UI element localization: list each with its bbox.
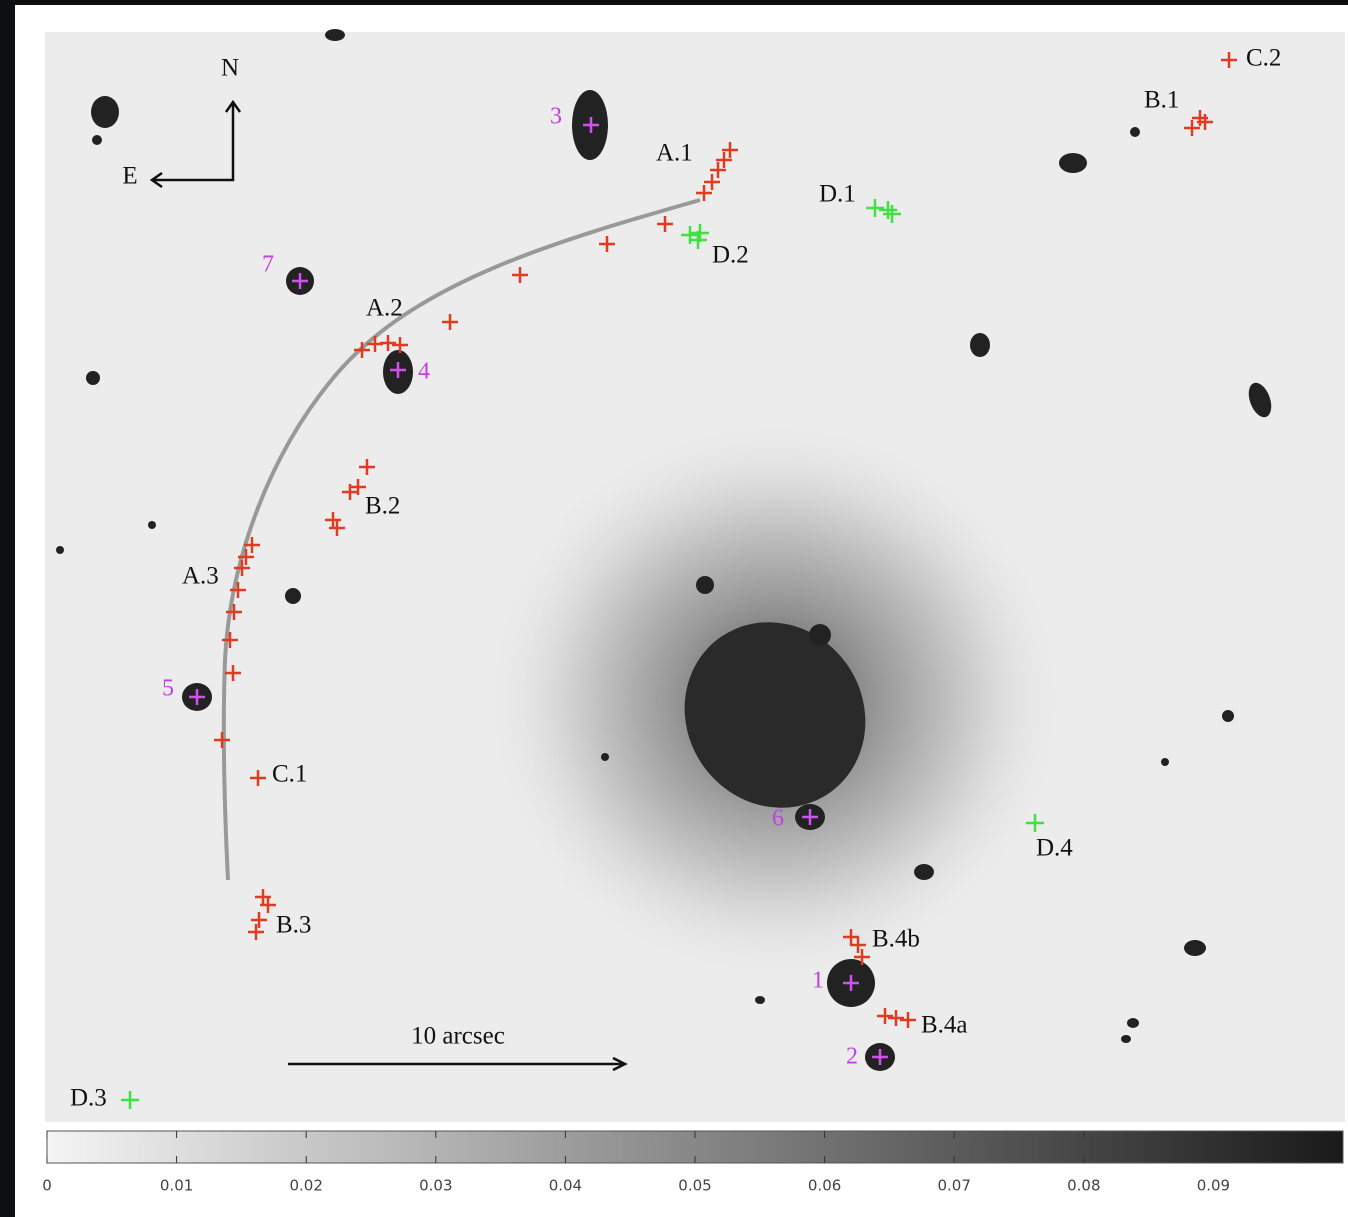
colorbar-tick-label: 0.05 xyxy=(678,1177,711,1195)
galaxy-label: 5 xyxy=(162,676,174,702)
galaxy xyxy=(914,864,934,880)
galaxy xyxy=(1121,1035,1131,1043)
galaxy xyxy=(148,521,156,529)
galaxy xyxy=(601,753,609,761)
galaxy xyxy=(56,546,64,554)
galaxy xyxy=(86,371,100,385)
galaxy-label: 2 xyxy=(846,1044,858,1070)
galaxy xyxy=(1130,127,1140,137)
image-label: A.2 xyxy=(366,295,403,322)
colorbar-tick-label: 0 xyxy=(42,1177,52,1195)
scale-bar-label: 10 arcsec xyxy=(411,1023,505,1050)
compass-east: E xyxy=(122,163,137,190)
colorbar-tick-label: 0.01 xyxy=(160,1177,193,1195)
colorbar-tick-label: 0.09 xyxy=(1197,1177,1230,1195)
galaxy xyxy=(755,996,765,1004)
galaxy-label: 4 xyxy=(418,359,430,385)
galaxy xyxy=(91,96,119,128)
galaxy-label: 6 xyxy=(772,806,784,832)
galaxy xyxy=(92,135,102,145)
galaxy xyxy=(325,29,345,41)
galaxy xyxy=(1184,940,1206,956)
image-label: A.1 xyxy=(656,140,693,167)
colorbar-tick-label: 0.08 xyxy=(1067,1177,1100,1195)
galaxy xyxy=(1059,153,1087,173)
page: N E 10 arcsec A.1 A.2 A.3 B.1 B.2 B.3 B.4a B.4b… xyxy=(0,0,1348,1217)
colorbar-tick-label: 0.04 xyxy=(549,1177,582,1195)
image-label: B.1 xyxy=(1144,87,1179,114)
figure: N E 10 arcsec A.1 A.2 A.3 B.1 B.2 B.3 B.4a B.4b… xyxy=(0,0,1348,1217)
colorbar-tick-label: 0.02 xyxy=(289,1177,322,1195)
colorbar-tick-label: 0.07 xyxy=(937,1177,970,1195)
image-label: C.1 xyxy=(272,761,307,788)
galaxy-label: 3 xyxy=(550,104,562,130)
image-label: D.3 xyxy=(70,1085,107,1112)
galaxy xyxy=(285,588,301,604)
colorbar-tick-label: 0.06 xyxy=(808,1177,841,1195)
image-label: B.3 xyxy=(276,912,311,939)
galaxy xyxy=(1222,710,1234,722)
image-label: D.4 xyxy=(1036,835,1073,862)
colorbar-tick-label: 0.03 xyxy=(419,1177,452,1195)
image-label: D.2 xyxy=(712,242,749,269)
image-label: C.2 xyxy=(1246,45,1281,72)
galaxy xyxy=(809,624,831,646)
image-label: B.4a xyxy=(921,1012,968,1039)
compass-north: N xyxy=(221,55,239,82)
galaxy xyxy=(696,576,714,594)
galaxy xyxy=(970,333,990,357)
image-label: A.3 xyxy=(182,563,219,590)
galaxy-label: 7 xyxy=(262,252,274,278)
galaxy-label: 1 xyxy=(812,968,824,994)
image-label: B.2 xyxy=(365,493,400,520)
image-label: B.4b xyxy=(872,926,920,953)
galaxy xyxy=(1127,1018,1139,1028)
galaxy xyxy=(1161,758,1169,766)
image-label: D.1 xyxy=(819,181,856,208)
